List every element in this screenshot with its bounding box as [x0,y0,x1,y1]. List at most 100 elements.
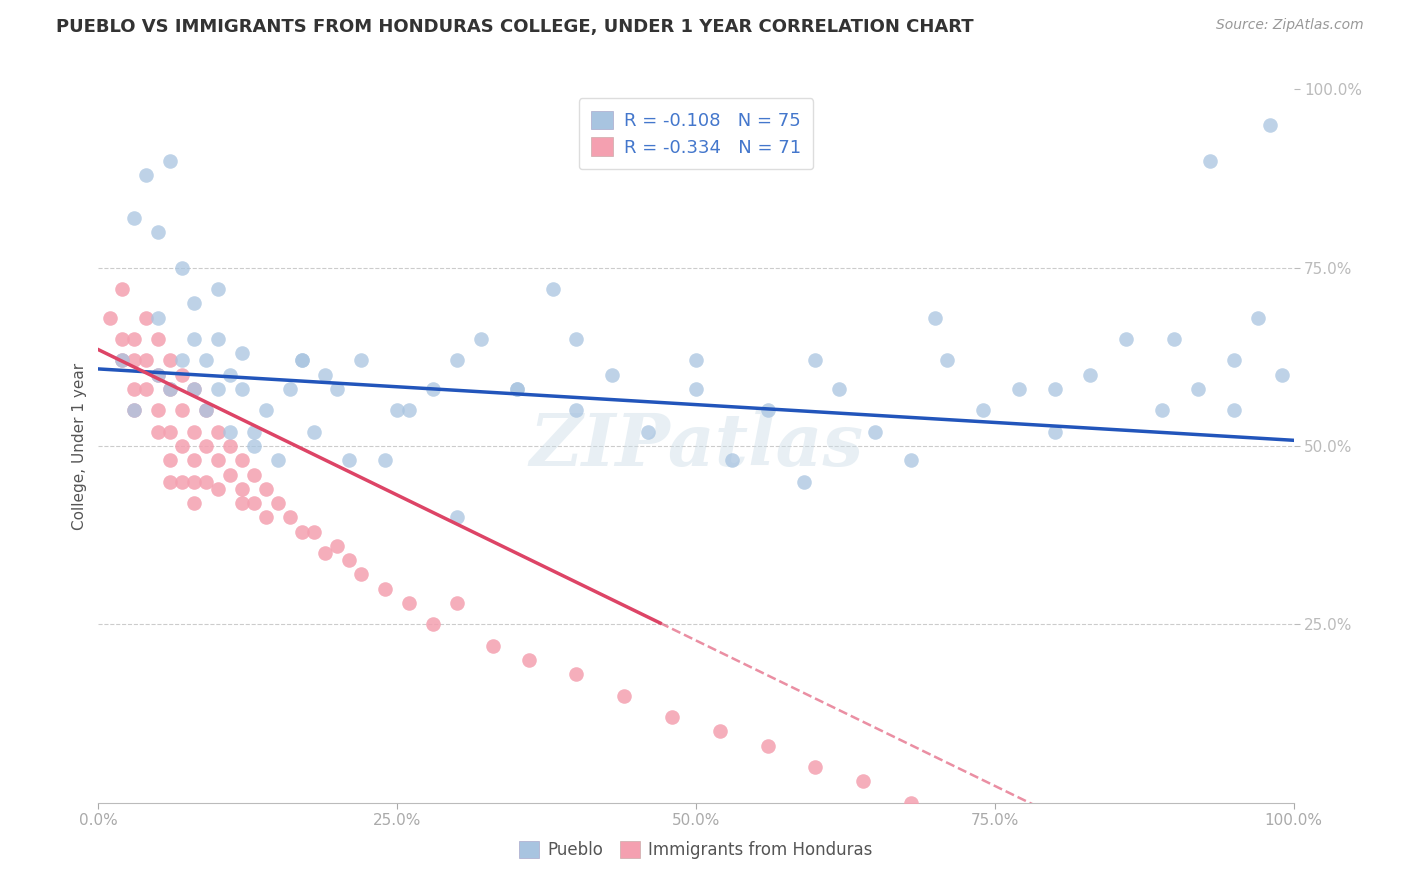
Point [1043,860,1066,874]
Point [1043,382,1066,396]
Point [1080,368,1102,382]
Point [1223,403,1246,417]
Point [565,403,588,417]
Point [195,403,218,417]
Point [243,496,266,510]
Point [1187,382,1209,396]
Point [148,425,170,439]
Point [243,425,266,439]
Point [804,353,827,368]
Point [291,524,314,539]
Point [278,382,301,396]
Point [159,425,181,439]
Point [446,510,468,524]
Point [315,368,337,382]
Y-axis label: College, Under 1 year: College, Under 1 year [72,362,87,530]
Point [207,453,229,467]
Point [111,332,134,346]
Point [1199,153,1222,168]
Point [350,353,373,368]
Point [135,382,157,396]
Point [111,353,134,368]
Point [446,353,468,368]
Point [374,453,396,467]
Point [1008,382,1031,396]
Point [661,710,683,724]
Point [506,382,529,396]
Point [709,724,731,739]
Point [243,439,266,453]
Point [900,453,922,467]
Point [183,296,205,310]
Point [254,482,277,496]
Text: PUEBLO VS IMMIGRANTS FROM HONDURAS COLLEGE, UNDER 1 YEAR CORRELATION CHART: PUEBLO VS IMMIGRANTS FROM HONDURAS COLLE… [56,18,974,36]
Point [159,382,181,396]
Point [446,596,468,610]
Point [159,353,181,368]
Point [135,310,157,325]
Point [613,689,636,703]
Point [172,403,194,417]
Point [207,425,229,439]
Point [1152,403,1174,417]
Point [721,453,744,467]
Point [517,653,540,667]
Point [948,817,970,831]
Point [481,639,505,653]
Point [231,496,253,510]
Point [385,403,409,417]
Point [865,425,887,439]
Point [422,617,444,632]
Point [1115,332,1137,346]
Point [1223,353,1246,368]
Point [159,382,181,396]
Point [565,667,588,681]
Point [972,403,994,417]
Point [207,382,229,396]
Point [278,510,301,524]
Point [183,425,205,439]
Point [219,467,242,482]
Point [756,403,779,417]
Text: Source: ZipAtlas.com: Source: ZipAtlas.com [1216,18,1364,32]
Point [422,382,444,396]
Point [111,353,134,368]
Point [207,282,229,296]
Point [254,403,277,417]
Point [326,539,349,553]
Point [124,403,146,417]
Point [159,453,181,467]
Point [267,496,290,510]
Point [231,482,253,496]
Text: ZIPatlas: ZIPatlas [529,410,863,482]
Point [374,582,396,596]
Point [828,382,851,396]
Point [1043,425,1066,439]
Point [804,760,827,774]
Point [124,353,146,368]
Point [541,282,564,296]
Point [148,225,170,239]
Point [302,425,325,439]
Point [183,453,205,467]
Point [124,332,146,346]
Point [172,439,194,453]
Point [900,796,922,810]
Point [637,425,659,439]
Point [195,475,218,489]
Point [995,838,1018,853]
Point [195,403,218,417]
Point [398,596,420,610]
Point [207,332,229,346]
Point [685,382,707,396]
Point [183,382,205,396]
Point [135,168,157,182]
Point [183,332,205,346]
Point [135,353,157,368]
Point [291,353,314,368]
Point [159,153,181,168]
Point [326,382,349,396]
Point [1163,332,1185,346]
Point [231,382,253,396]
Point [506,382,529,396]
